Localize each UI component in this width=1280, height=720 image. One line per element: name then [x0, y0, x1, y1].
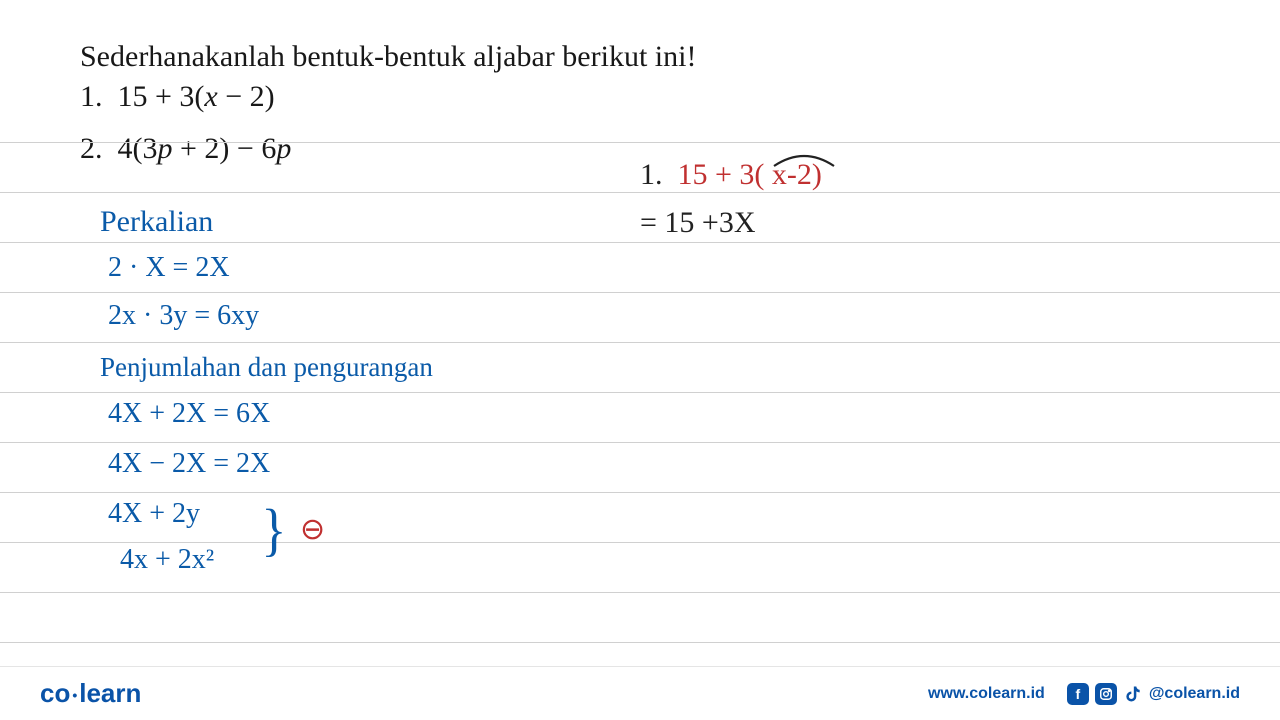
main-content: Sederhanakanlah bentuk-bentuk aljabar be… — [0, 0, 1280, 720]
solution-line2: = 15 +3X — [640, 206, 756, 240]
question-title: Sederhanakanlah bentuk-bentuk aljabar be… — [80, 40, 1200, 74]
website-url: www.colearn.id — [928, 685, 1045, 703]
social-links: f @colearn.id — [1067, 683, 1240, 705]
question-item-1: 1. 15 + 3(x − 2) — [80, 80, 1200, 114]
notes-perkalian-header: Perkalian — [100, 205, 213, 239]
notes-penjumlahan-row3: 4X + 2y — [108, 498, 200, 530]
tiktok-icon — [1123, 684, 1143, 704]
notes-penjumlahan-row2: 4X − 2X = 2X — [108, 448, 270, 480]
brand-logo: co•learn — [40, 678, 141, 709]
notes-penjumlahan-row4: 4x + 2x² — [120, 544, 214, 576]
brace-symbol: } — [261, 496, 286, 563]
distribution-arc — [770, 146, 840, 170]
notes-penjumlahan-row1: 4X + 2X = 6X — [108, 398, 270, 430]
facebook-icon: f — [1067, 683, 1089, 705]
notes-perkalian-row2: 2x · 3y = 6xy — [108, 300, 259, 332]
social-handle: @colearn.id — [1149, 685, 1240, 703]
instagram-icon — [1095, 683, 1117, 705]
minus-circle-icon: ⊖ — [300, 512, 325, 547]
notes-penjumlahan-header: Penjumlahan dan pengurangan — [100, 352, 433, 383]
footer: co•learn www.colearn.id f @colearn.id — [0, 666, 1280, 720]
notes-perkalian-row1: 2 · X = 2X — [108, 252, 230, 284]
